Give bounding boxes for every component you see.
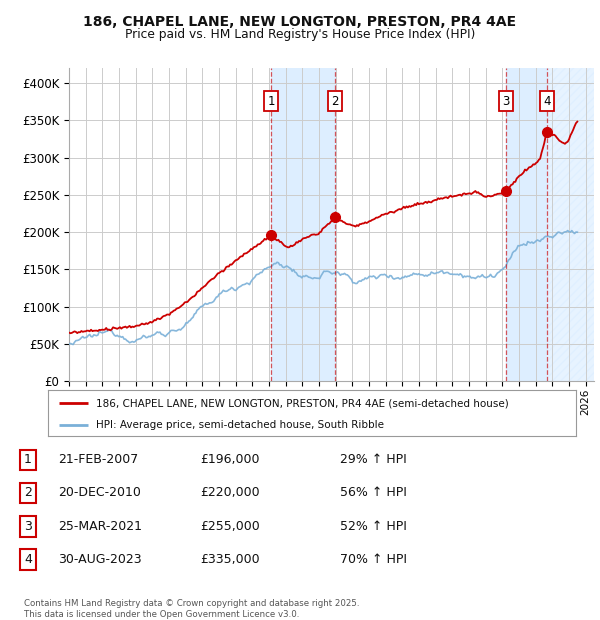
Text: 52% ↑ HPI: 52% ↑ HPI	[340, 520, 407, 533]
Text: £196,000: £196,000	[200, 453, 260, 466]
Bar	[271, 68, 335, 381]
Text: 29% ↑ HPI: 29% ↑ HPI	[340, 453, 407, 466]
Text: £335,000: £335,000	[200, 553, 260, 566]
Text: 2: 2	[24, 486, 32, 499]
Text: 21-FEB-2007: 21-FEB-2007	[58, 453, 138, 466]
Text: Contains HM Land Registry data © Crown copyright and database right 2025.
This d: Contains HM Land Registry data © Crown c…	[24, 600, 359, 619]
Bar	[506, 68, 547, 381]
Text: 3: 3	[24, 520, 32, 533]
Text: HPI: Average price, semi-detached house, South Ribble: HPI: Average price, semi-detached house,…	[95, 420, 383, 430]
Text: 70% ↑ HPI: 70% ↑ HPI	[340, 553, 407, 566]
Text: £255,000: £255,000	[200, 520, 260, 533]
Text: 4: 4	[543, 95, 550, 108]
Text: 25-MAR-2021: 25-MAR-2021	[58, 520, 142, 533]
Text: Price paid vs. HM Land Registry's House Price Index (HPI): Price paid vs. HM Land Registry's House …	[125, 28, 475, 41]
Text: 186, CHAPEL LANE, NEW LONGTON, PRESTON, PR4 4AE (semi-detached house): 186, CHAPEL LANE, NEW LONGTON, PRESTON, …	[95, 398, 508, 408]
Bar	[547, 68, 594, 381]
Text: 186, CHAPEL LANE, NEW LONGTON, PRESTON, PR4 4AE: 186, CHAPEL LANE, NEW LONGTON, PRESTON, …	[83, 16, 517, 30]
Text: 1: 1	[24, 453, 32, 466]
Text: 4: 4	[24, 553, 32, 566]
Text: 1: 1	[268, 95, 275, 108]
Text: 56% ↑ HPI: 56% ↑ HPI	[340, 486, 407, 499]
Text: 20-DEC-2010: 20-DEC-2010	[58, 486, 141, 499]
Text: £220,000: £220,000	[200, 486, 260, 499]
Text: 3: 3	[502, 95, 510, 108]
Text: 2: 2	[331, 95, 339, 108]
Text: 30-AUG-2023: 30-AUG-2023	[58, 553, 142, 566]
